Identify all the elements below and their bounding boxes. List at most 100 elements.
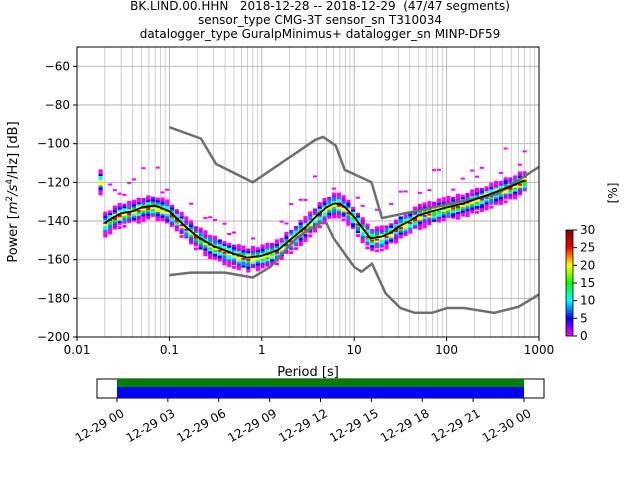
- histogram-cell: [436, 168, 441, 171]
- histogram-cell: [236, 244, 241, 247]
- histogram-cell: [513, 179, 518, 183]
- histogram-cell: [479, 205, 484, 209]
- histogram-cell: [193, 235, 198, 239]
- histogram-cell: [141, 207, 146, 211]
- histogram-cell: [403, 231, 408, 235]
- histogram-cell: [489, 200, 494, 203]
- histogram-cell: [303, 237, 308, 241]
- histogram-cell: [160, 216, 165, 220]
- histogram-cell: [160, 212, 165, 216]
- histogram-cell: [122, 205, 127, 209]
- histogram-cell: [351, 212, 356, 216]
- histogram-cell: [217, 243, 222, 247]
- histogram-cell: [498, 198, 503, 202]
- histogram-cell: [260, 252, 265, 255]
- histogram-cell: [374, 241, 380, 245]
- histogram-cell: [389, 223, 394, 227]
- histogram-cell: [327, 198, 332, 202]
- histogram-cell: [389, 227, 394, 230]
- histogram-cell: [303, 227, 308, 231]
- histogram-cell: [432, 169, 437, 172]
- histogram-cell: [141, 199, 146, 203]
- histogram-cell: [260, 259, 265, 263]
- histogram-cell: [379, 242, 384, 246]
- histogram-cell: [522, 150, 527, 153]
- histogram-cell: [441, 208, 446, 212]
- histogram-cell: [498, 171, 503, 174]
- histogram-cell: [141, 213, 146, 217]
- histogram-cell: [322, 217, 327, 221]
- histogram-cell: [255, 260, 260, 264]
- histogram-cell: [393, 219, 399, 223]
- chart-title-line-2: sensor_type CMG-3T sensor_sn T310034: [197, 13, 443, 27]
- histogram-cell: [198, 229, 203, 233]
- histogram-cell: [346, 211, 351, 215]
- histogram-cell: [303, 217, 308, 221]
- histogram-cell: [470, 206, 475, 210]
- histogram-cell: [460, 198, 465, 202]
- histogram-cell: [441, 201, 446, 204]
- colorbar-tick-label: 10: [580, 294, 595, 308]
- histogram-cell: [265, 244, 270, 248]
- histogram-cell: [379, 233, 384, 236]
- histogram-cell: [503, 147, 508, 150]
- histogram-cell: [289, 245, 294, 249]
- histogram-cell: [298, 243, 303, 247]
- histogram-cell: [179, 231, 184, 234]
- histogram-cell: [346, 199, 351, 203]
- histogram-cell: [503, 192, 508, 196]
- histogram-cell: [474, 207, 480, 210]
- histogram-cell: [179, 227, 184, 231]
- histogram-cell: [446, 211, 451, 215]
- histogram-cell: [308, 219, 313, 222]
- histogram-cell: [346, 201, 351, 205]
- coverage-bar-blue: [117, 387, 524, 398]
- histogram-cell: [265, 248, 270, 252]
- coverage-tick-label: 12-29 00: [73, 406, 127, 445]
- histogram-cell: [327, 200, 332, 204]
- histogram-cell: [112, 224, 117, 228]
- histogram-cell: [122, 217, 127, 220]
- histogram-cell: [174, 228, 179, 232]
- coverage-tick-label: 12-29 21: [429, 406, 483, 445]
- histogram-cell: [255, 247, 260, 251]
- histogram-cell: [355, 196, 360, 199]
- histogram-cell: [451, 216, 456, 219]
- histogram-cell: [355, 218, 360, 222]
- histogram-cell: [289, 231, 294, 235]
- x-axis-ticks: 0.01 0.1 1 10 100 1000: [64, 337, 554, 357]
- histogram-cell: [236, 248, 241, 251]
- histogram-cell: [265, 242, 270, 246]
- histogram-cell: [203, 247, 208, 251]
- histogram-cell: [427, 220, 432, 224]
- histogram-cell: [298, 220, 303, 223]
- histogram-cell: [203, 243, 208, 247]
- histogram-cell: [108, 183, 113, 186]
- histogram-cell: [165, 211, 170, 214]
- histogram-cell: [413, 221, 418, 225]
- histogram-cell: [336, 206, 341, 209]
- histogram-cell: [360, 224, 365, 228]
- histogram-cell: [312, 218, 318, 221]
- histogram-cell: [236, 259, 241, 263]
- histogram-cell: [365, 235, 370, 238]
- histogram-cell: [336, 204, 341, 207]
- histogram-cell: [465, 212, 470, 216]
- histogram-cell: [112, 217, 117, 220]
- colorbar-tick-label: 0: [580, 329, 588, 343]
- histogram-cell: [189, 220, 194, 224]
- histogram-cell: [251, 247, 256, 251]
- histogram-cell: [432, 207, 437, 211]
- histogram-cell: [155, 197, 160, 201]
- histogram-cell: [274, 241, 279, 245]
- histogram-cell: [141, 198, 146, 201]
- histogram-cell: [241, 261, 246, 264]
- histogram-cell: [489, 184, 494, 188]
- histogram-cell: [465, 194, 470, 198]
- histogram-cell: [208, 238, 213, 242]
- histogram-cell: [317, 205, 322, 209]
- histogram-cell: [170, 220, 175, 223]
- histogram-cell: [303, 223, 308, 227]
- histogram-cell: [170, 224, 175, 227]
- histogram-cell: [408, 215, 413, 219]
